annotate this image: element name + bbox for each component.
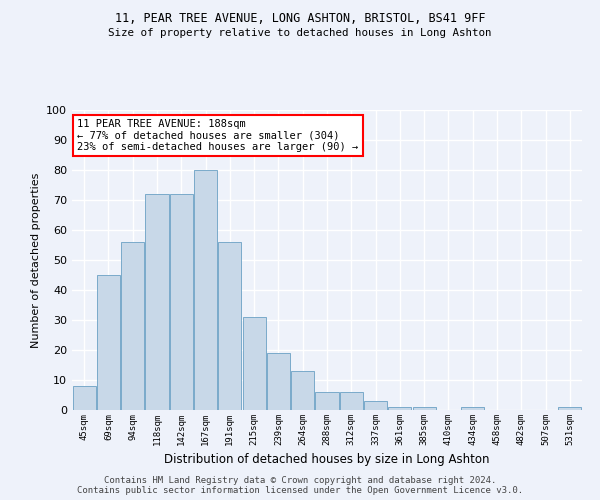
Bar [340,392,363,410]
Bar [170,194,193,410]
Bar [97,275,120,410]
Bar [73,386,95,410]
Bar [559,407,581,410]
Bar [121,242,144,410]
Bar [218,242,241,410]
Bar [194,170,217,410]
Y-axis label: Number of detached properties: Number of detached properties [31,172,41,348]
X-axis label: Distribution of detached houses by size in Long Ashton: Distribution of detached houses by size … [164,454,490,466]
Bar [316,392,338,410]
Bar [267,353,290,410]
Text: Contains HM Land Registry data © Crown copyright and database right 2024.: Contains HM Land Registry data © Crown c… [104,476,496,485]
Bar [242,317,266,410]
Text: Size of property relative to detached houses in Long Ashton: Size of property relative to detached ho… [108,28,492,38]
Bar [364,401,387,410]
Text: 11, PEAR TREE AVENUE, LONG ASHTON, BRISTOL, BS41 9FF: 11, PEAR TREE AVENUE, LONG ASHTON, BRIST… [115,12,485,26]
Bar [461,407,484,410]
Text: 11 PEAR TREE AVENUE: 188sqm
← 77% of detached houses are smaller (304)
23% of se: 11 PEAR TREE AVENUE: 188sqm ← 77% of det… [77,119,358,152]
Bar [291,371,314,410]
Text: Contains public sector information licensed under the Open Government Licence v3: Contains public sector information licen… [77,486,523,495]
Bar [388,407,412,410]
Bar [145,194,169,410]
Bar [413,407,436,410]
